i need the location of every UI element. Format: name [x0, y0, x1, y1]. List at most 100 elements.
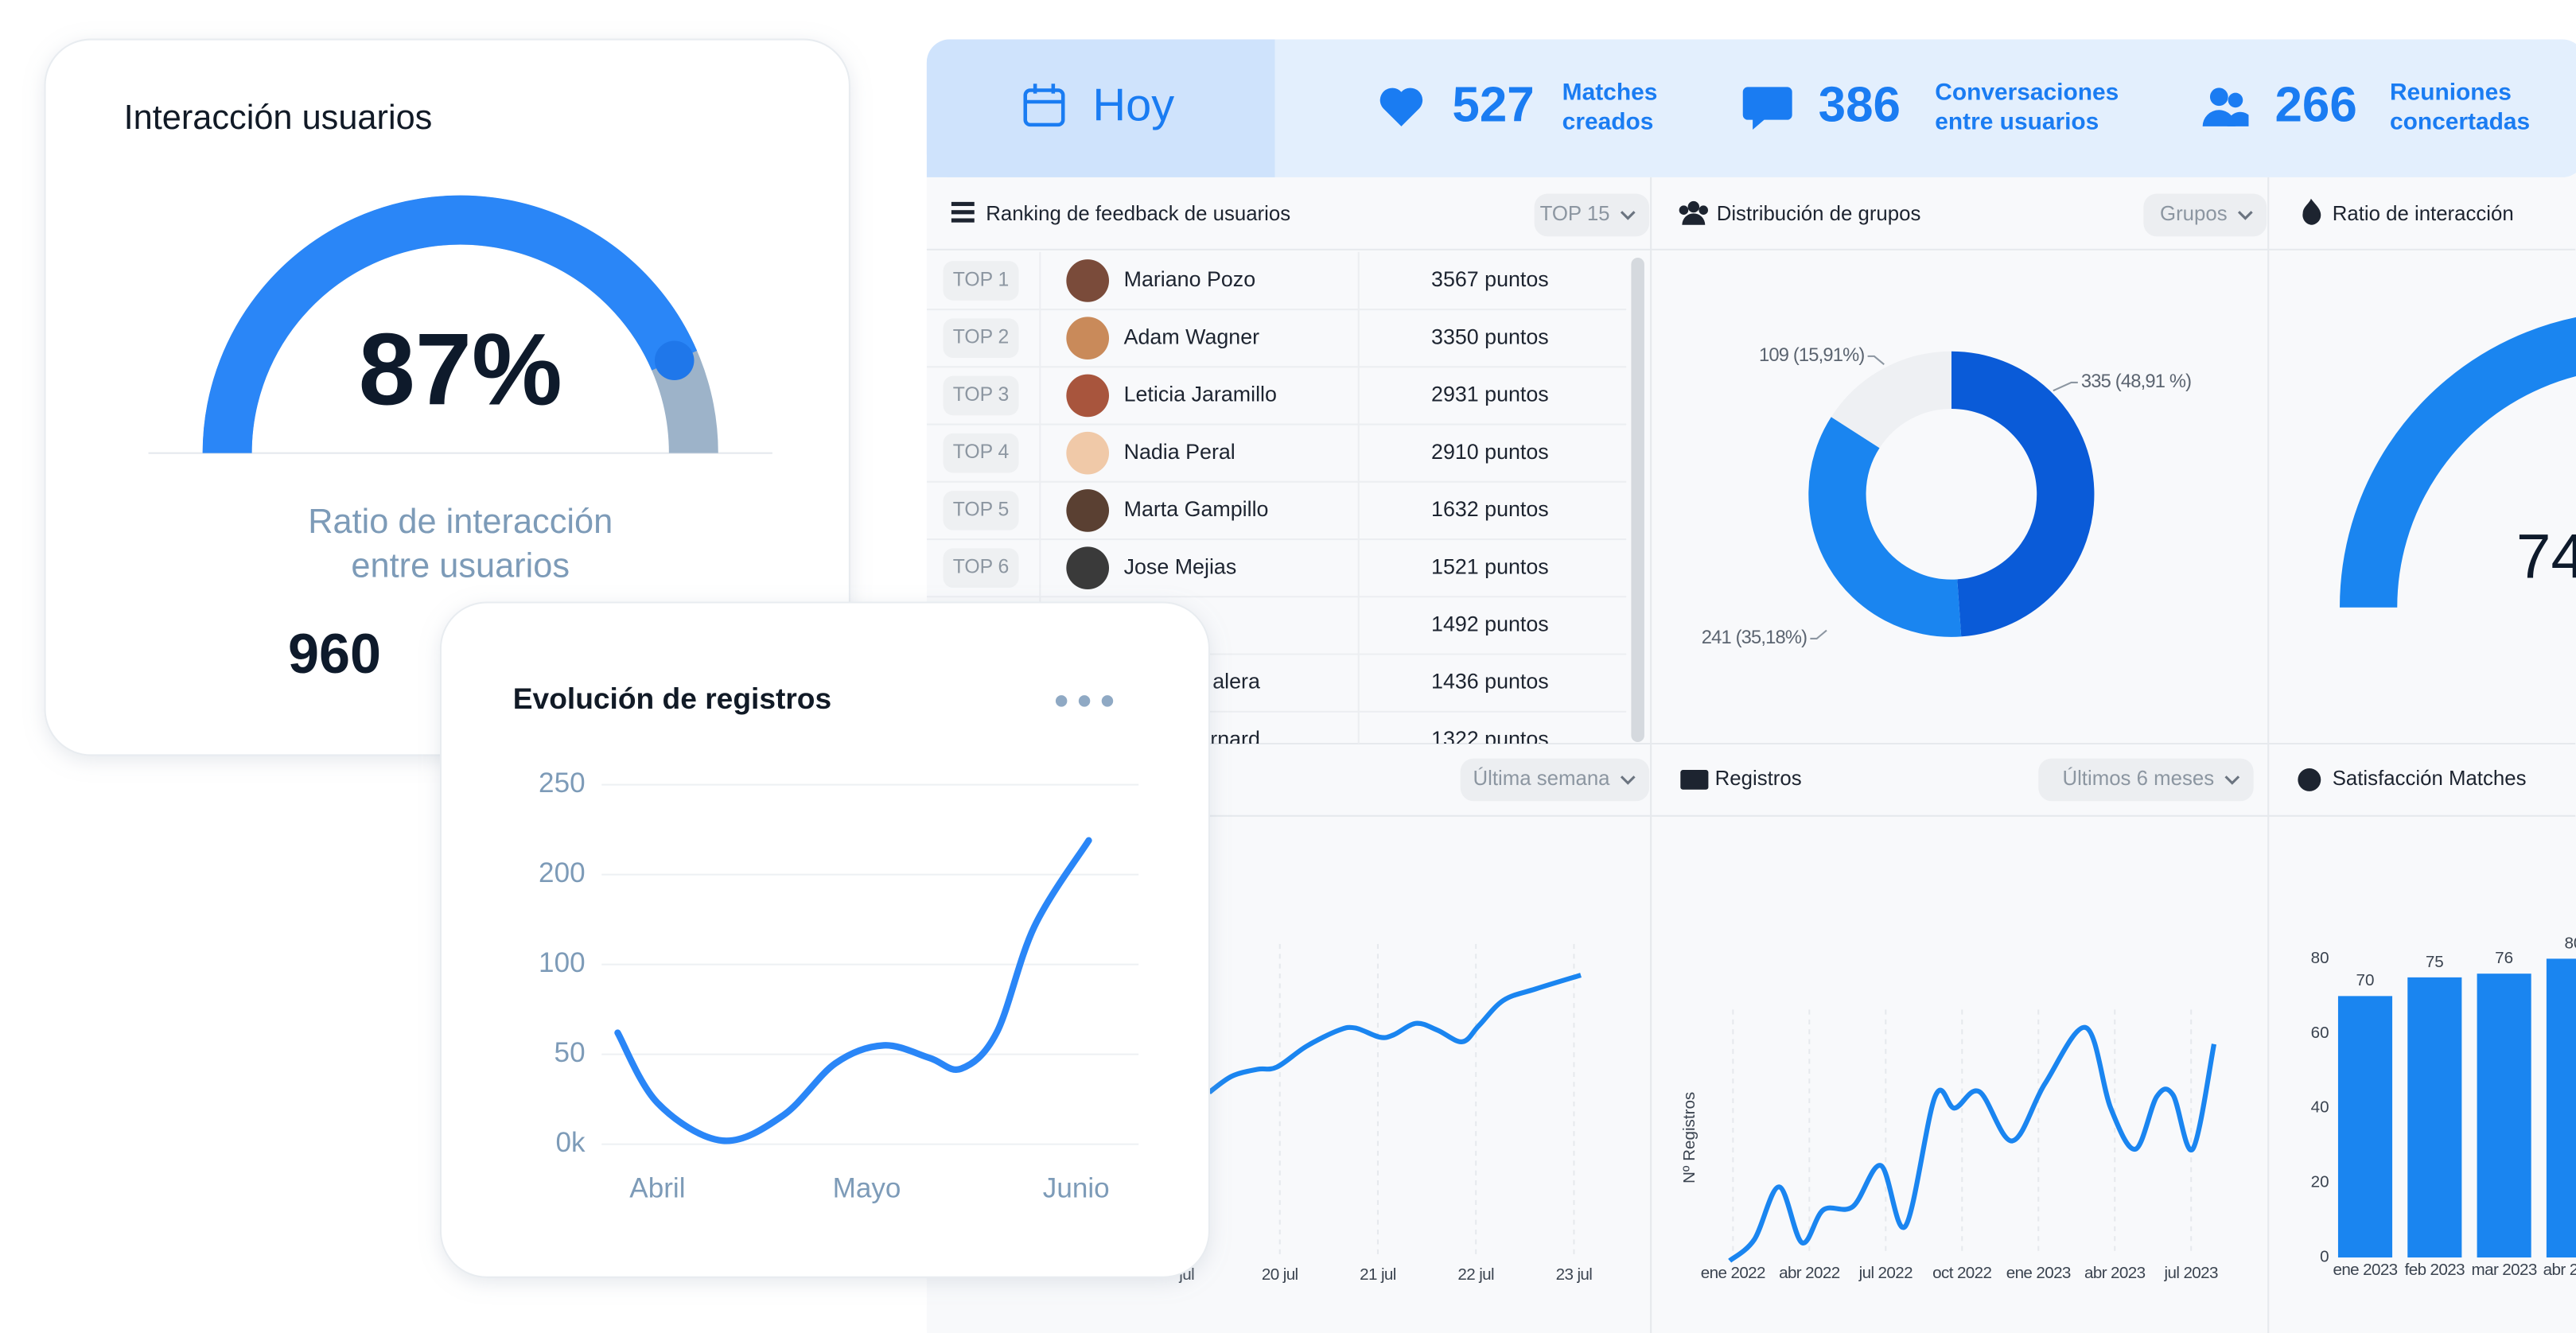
- panel-title: Ratio de interacción: [2333, 203, 2514, 225]
- y-tick-label: 60: [2311, 1024, 2329, 1042]
- gauge-value: [2340, 317, 2576, 608]
- dropdown-label: TOP 15: [1540, 203, 1610, 225]
- user-points: 3350 puntos: [1431, 325, 1549, 348]
- user-name: alera: [1212, 670, 1260, 694]
- gauge-value-label: 74: [2516, 522, 2576, 592]
- user-name: Nadia Peral: [1124, 440, 1235, 464]
- avatar: [1066, 431, 1110, 475]
- stat-label: Conversaciones: [1935, 80, 2119, 106]
- gauge-caption: entre usuarios: [351, 547, 570, 585]
- rank-label: TOP 1: [953, 269, 1010, 290]
- rank-pill: [943, 491, 1019, 530]
- dropdown[interactable]: Grupos: [2143, 193, 2267, 237]
- dropdown[interactable]: Última semana: [1460, 758, 1650, 802]
- users-icon: [2202, 87, 2249, 126]
- line: [1208, 973, 1582, 1094]
- dropdown-bg: [1460, 758, 1650, 802]
- stat-label: creados: [1562, 109, 1654, 135]
- avatar: [1066, 546, 1110, 589]
- y-tick-label: 0k: [556, 1127, 586, 1158]
- total-value: 960: [288, 622, 381, 685]
- rank-pill: [943, 548, 1019, 588]
- user-points: 1632 puntos: [1431, 497, 1549, 521]
- today-tab[interactable]: [926, 39, 1275, 177]
- x-tick-label: abr 2022: [1779, 1264, 1840, 1282]
- donut-label: 109 (15,91%): [1759, 345, 1864, 366]
- heart-icon: [1379, 87, 1423, 126]
- rank-pill: [943, 433, 1019, 473]
- dropdown[interactable]: Últimos 6 meses: [2038, 758, 2254, 802]
- chevron: [1620, 211, 1636, 220]
- x-tick-label: 20 jul: [1262, 1265, 1298, 1284]
- chevron: [1620, 775, 1636, 785]
- stat-label: Reuniones: [2390, 80, 2512, 106]
- y-tick-label: 200: [539, 857, 586, 888]
- stat-label: concertadas: [2390, 109, 2530, 135]
- x-tick-label: mar 2023: [2472, 1261, 2537, 1279]
- rank-label: TOP 5: [953, 499, 1010, 520]
- leader-line: [2053, 381, 2078, 392]
- dropdown[interactable]: TOP 15: [1534, 193, 1650, 237]
- menu-dots[interactable]: [1055, 695, 1114, 707]
- line: [1728, 1024, 2217, 1263]
- rank-label: TOP 3: [953, 384, 1010, 406]
- card-title: Interacción usuarios: [124, 99, 433, 137]
- dashboard-bg: [926, 39, 2576, 1333]
- dropdown-bg: [2038, 758, 2254, 802]
- gauge-caption: Ratio de interacción: [308, 503, 613, 541]
- leader-line: [1810, 629, 1827, 639]
- rank-pill: [943, 375, 1019, 416]
- value-label: 80: [2564, 934, 2576, 952]
- bar: [2477, 974, 2531, 1258]
- dropdown-label: Grupos: [2160, 203, 2228, 225]
- card-bg: [439, 601, 1210, 1278]
- x-tick-label: ene 2023: [2333, 1261, 2397, 1279]
- rank-pill: [943, 261, 1019, 301]
- donut-segment: [1808, 417, 1962, 637]
- interaction-card: Interacción usuarios 87% Ratio de interacc…: [44, 38, 850, 756]
- dropdown-label: Últimos 6 meses: [2062, 767, 2214, 790]
- x-tick-label: abr 2023: [2543, 1261, 2576, 1279]
- bar: [2337, 996, 2393, 1258]
- x-tick-label: 21 jul: [1360, 1265, 1396, 1284]
- y-tick-label: 20: [2311, 1173, 2329, 1191]
- avatar: [1066, 317, 1110, 360]
- dropdown-bg: [2143, 193, 2267, 237]
- user-points: 2910 puntos: [1431, 440, 1549, 464]
- panel-icons: [951, 198, 2321, 791]
- user-name: Mariano Pozo: [1124, 267, 1256, 291]
- stat-label: entre usuarios: [1935, 109, 2099, 135]
- value-label: 75: [2426, 953, 2444, 971]
- panel-title: Ranking de feedback de usuarios: [986, 203, 1290, 225]
- x-tick-label: abr 2023: [2084, 1264, 2146, 1282]
- user-points: 1521 puntos: [1431, 554, 1549, 578]
- donut-segment: [1951, 351, 2095, 637]
- y-tick-label: 40: [2311, 1098, 2329, 1117]
- value-label: 76: [2495, 949, 2513, 967]
- chat-icon: [1742, 87, 1792, 130]
- x-tick-label: 22 jul: [1457, 1265, 1494, 1284]
- x-tick-label: oct 2022: [1932, 1264, 1991, 1282]
- panel-title: Registros: [1715, 768, 1802, 790]
- user-points: 1492 puntos: [1431, 612, 1549, 635]
- x-tick-label: Abril: [629, 1173, 685, 1204]
- card-title: Evolución de registros: [513, 682, 831, 715]
- scrollbar[interactable]: [1631, 258, 1644, 742]
- user-points: 1436 puntos: [1431, 670, 1549, 694]
- rank-label: TOP 4: [953, 441, 1010, 463]
- x-tick-label: Junio: [1043, 1173, 1110, 1204]
- x-tick-label: Mayo: [833, 1173, 901, 1204]
- rank-label: TOP 6: [953, 557, 1010, 578]
- bar: [2407, 977, 2462, 1258]
- chevron: [2237, 211, 2253, 220]
- stat-value: 527: [1452, 78, 1534, 133]
- gauge-value-label: 87%: [359, 313, 562, 427]
- y-tick-label: 250: [539, 768, 586, 799]
- chevron: [2224, 775, 2240, 785]
- dropdown-label: Última semana: [1473, 767, 1611, 790]
- avatar: [1066, 374, 1110, 418]
- panel-title: Distribución de grupos: [1717, 203, 1921, 225]
- stat-label: Matches: [1562, 80, 1658, 106]
